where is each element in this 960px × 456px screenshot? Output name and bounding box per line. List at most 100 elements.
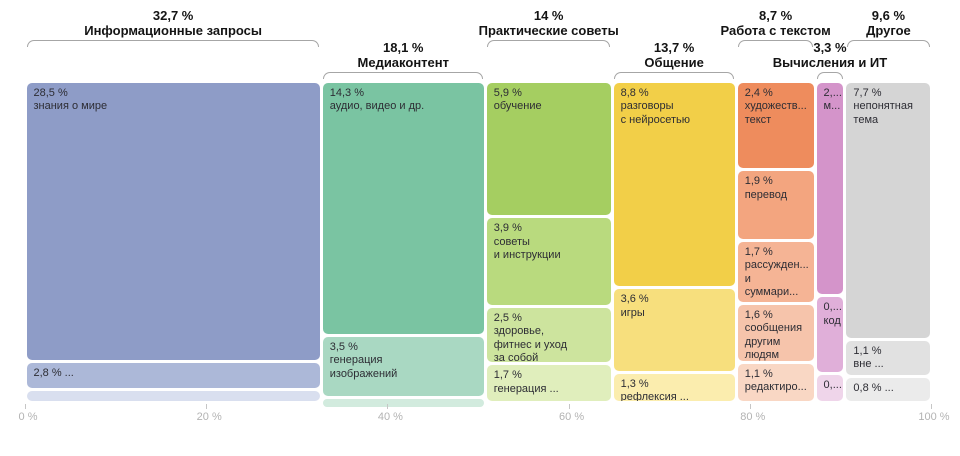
x-axis-tick: [387, 404, 389, 409]
segment-block: 2,4 % художеств... текст: [737, 82, 814, 169]
category-header-percent: 9,6 %: [871, 8, 906, 23]
segment-label: код: [823, 314, 841, 327]
segment-percent: 5,9 %: [493, 86, 522, 99]
segment-block: 1,3 % рефлексия ...: [613, 373, 735, 402]
segment-label: непонятная тема: [853, 100, 913, 126]
segment-percent: 3,9 %: [493, 222, 522, 235]
segment-block: 1,7 % генерация ...: [486, 365, 611, 402]
x-axis-tick-label: 100 %: [918, 411, 950, 423]
segment-label: рефлексия ...: [620, 391, 689, 402]
segment-block: 5,9 % обучение: [486, 82, 611, 216]
category-header: 14 % Практические советы: [478, 8, 619, 38]
segment-percent: 1,1 %: [744, 367, 773, 380]
segment-block: 1,1 % вне ...: [846, 340, 931, 375]
category-header-label: Медиаконтент: [357, 54, 449, 70]
category-brace: [614, 72, 735, 79]
category-header-label: Общение: [644, 54, 704, 70]
segment-block: 14,3 % аудио, видео и др.: [322, 82, 484, 334]
segment-label: художеств... текст: [744, 100, 807, 126]
segment-block: 28,5 % знания о мире: [26, 82, 320, 361]
segment-percent: 3,6 %: [620, 293, 649, 306]
segment-block: 1,7 % рассужден... и суммари...: [737, 241, 814, 302]
segment-percent: 8,8 %: [620, 86, 649, 99]
segment-percent: 1,7 %: [493, 369, 522, 382]
category-header-label: Практические советы: [478, 22, 619, 38]
segment-label: аудио, видео и др.: [329, 100, 425, 112]
category-header: 9,6 % Другое: [866, 8, 911, 38]
category-header: 8,7 % Работа с текстом: [720, 8, 831, 38]
segment-label: редактиро...: [744, 381, 807, 394]
x-axis-tick: [568, 404, 570, 409]
x-axis-tick-label: 60 %: [559, 411, 585, 423]
segment-block: 0,8 % ...: [846, 377, 931, 402]
segment-percent: 7,7 %: [853, 86, 882, 99]
segment-percent: 1,3 %: [620, 377, 649, 390]
segment-block: 8,8 % разговоры с нейросетью: [613, 82, 735, 287]
category-header-label: Вычисления и ИТ: [772, 54, 888, 70]
x-axis-tick: [931, 404, 932, 409]
category-header: 3,3 % Вычисления и ИТ: [772, 40, 888, 70]
segment-label: советы и инструкции: [493, 235, 561, 262]
segment-label: разговоры с нейросетью: [620, 100, 690, 126]
category-header-percent: 8,7 %: [758, 8, 793, 23]
x-axis-tick: [25, 404, 26, 409]
category-header-label: Другое: [866, 22, 911, 38]
category-brace: [817, 72, 843, 79]
segment-block: 3,6 % игры: [613, 289, 735, 371]
segment-block: [322, 399, 484, 408]
segment-label: знания о мире: [33, 100, 108, 112]
category-header-percent: 14 %: [533, 8, 564, 23]
segment-block: 3,9 % советы и инструкции: [486, 218, 611, 305]
segment-label: сообщения другим людям: [744, 322, 803, 361]
x-axis-tick-label: 80 %: [740, 411, 766, 423]
segment-block: 1,9 % перевод: [737, 171, 814, 239]
segment-label: генерация ...: [493, 382, 559, 395]
category-brace: [323, 72, 484, 79]
category-brace: [487, 40, 611, 47]
segment-percent: 2,8 % ...: [33, 367, 74, 380]
category-header-label: Работа с текстом: [720, 22, 831, 38]
segment-percent: 2,...: [823, 86, 842, 99]
segment-percent: 0,...: [823, 379, 842, 392]
segment-percent: 1,7 %: [744, 245, 773, 258]
x-axis-tick-label: 20 %: [196, 411, 222, 423]
segment-block: 2,5 % здоровье, фитнес и уход за собой: [486, 307, 611, 363]
segment-block: 7,7 % непонятная тема: [846, 82, 931, 338]
category-header-percent: 3,3 %: [813, 40, 847, 55]
category-header-label: Информационные запросы: [84, 22, 263, 38]
segment-percent: 1,1 %: [853, 344, 882, 357]
segment-label: обучение: [493, 100, 542, 112]
x-axis-tick: [749, 404, 751, 409]
segment-label: рассужден... и суммари...: [744, 259, 809, 299]
segment-label: перевод: [744, 188, 788, 201]
category-header-percent: 13,7 %: [653, 40, 695, 55]
segment-label: здоровье, фитнес и уход за собой: [493, 325, 568, 363]
segment-label: игры: [620, 306, 645, 319]
category-header-percent: 18,1 %: [383, 40, 424, 55]
category-brace: [846, 40, 930, 47]
segment-percent: 0,...: [823, 301, 842, 314]
segment-percent: 1,6 %: [744, 308, 773, 321]
segment-percent: 1,9 %: [744, 175, 773, 188]
x-axis-tick: [206, 404, 208, 409]
segment-block: 1,6 % сообщения другим людям: [737, 304, 814, 361]
category-header: 18,1 % Медиаконтент: [357, 40, 449, 70]
category-brace: [27, 40, 320, 47]
category-header: 32,7 % Информационные запросы: [84, 8, 263, 38]
segment-block: 0,...: [816, 375, 844, 402]
segment-percent: 0,8 % ...: [853, 381, 894, 394]
x-axis-tick-label: 40 %: [377, 411, 403, 423]
segment-label: генерация изображений: [329, 354, 398, 380]
segment-percent: 28,5 %: [33, 86, 68, 99]
segment-block: 0,... код: [816, 297, 844, 373]
segment-block: [26, 390, 320, 402]
segment-label: м...: [823, 100, 841, 112]
category-header: 13,7 % Общение: [644, 40, 704, 70]
segment-percent: 14,3 %: [329, 86, 364, 99]
segment-block: 1,1 % редактиро...: [737, 363, 814, 402]
segment-block: 3,5 % генерация изображений: [322, 336, 484, 397]
category-brace: [738, 40, 814, 47]
segment-percent: 3,5 %: [329, 340, 358, 353]
segment-label: вне ...: [853, 358, 884, 371]
segment-block: 2,... м...: [816, 82, 844, 295]
